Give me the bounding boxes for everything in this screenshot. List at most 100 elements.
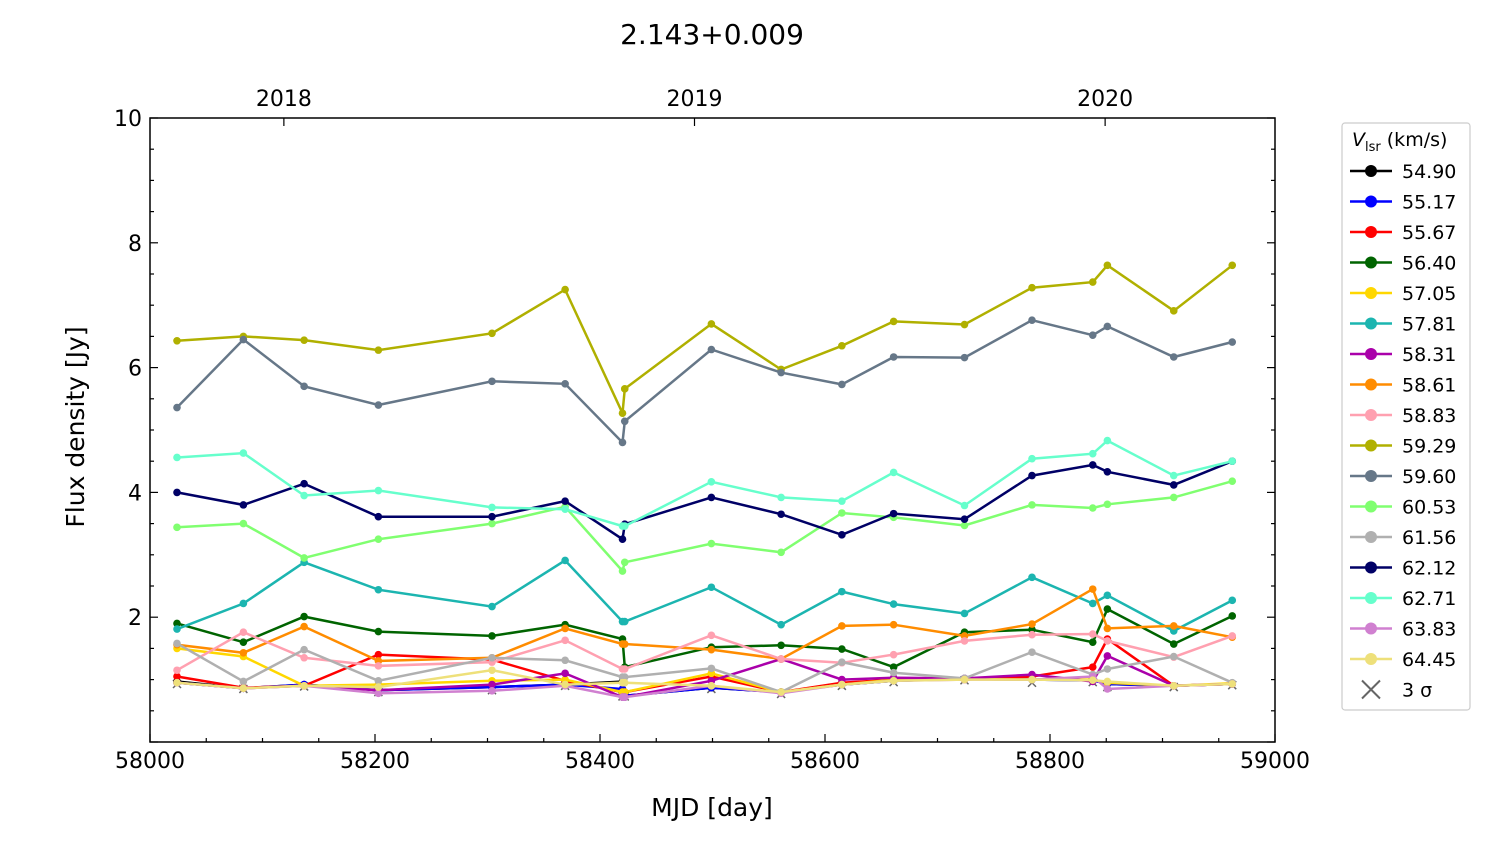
series-58.61 — [173, 585, 1237, 665]
legend-label: 61.56 — [1402, 527, 1456, 549]
data-point — [561, 285, 569, 294]
data-point — [707, 583, 716, 592]
data-point — [300, 554, 308, 562]
data-point — [1088, 504, 1097, 512]
legend-label: 59.29 — [1402, 436, 1456, 458]
data-point — [1103, 436, 1112, 445]
x-tick-label: 58600 — [790, 749, 860, 774]
data-point — [1103, 322, 1112, 331]
data-point — [173, 639, 181, 648]
data-point — [300, 645, 308, 654]
data-point — [1088, 599, 1097, 608]
data-point — [777, 688, 785, 696]
legend-label: 64.45 — [1402, 649, 1456, 671]
data-point — [838, 531, 846, 539]
data-point — [1103, 652, 1112, 660]
data-point — [1228, 477, 1237, 485]
legend-marker — [1365, 439, 1377, 452]
legend: Vlsr (km/s) 54.90 55.17 55.67 56.40 57.05 57.8… — [1341, 122, 1471, 711]
data-point — [374, 650, 383, 659]
data-point — [889, 317, 898, 326]
legend-three-sigma-marker — [1361, 679, 1381, 700]
data-point — [1028, 675, 1036, 684]
data-point — [618, 535, 627, 543]
data-point — [300, 622, 308, 631]
data-point — [889, 663, 898, 671]
series-60.53 — [173, 477, 1237, 575]
data-point — [561, 669, 569, 678]
data-point — [1228, 612, 1237, 620]
data-point — [561, 624, 569, 633]
data-point — [960, 353, 969, 362]
data-point — [1228, 596, 1237, 605]
data-point — [239, 519, 248, 528]
data-point — [488, 632, 496, 640]
data-point — [889, 668, 898, 677]
legend-marker — [1365, 409, 1377, 421]
data-point — [620, 558, 629, 567]
legend-label: 56.40 — [1402, 253, 1456, 275]
data-point — [889, 468, 898, 477]
x-tick-label: 58400 — [565, 749, 635, 774]
data-point — [960, 320, 969, 329]
data-point — [1088, 663, 1097, 671]
data-point — [1088, 461, 1097, 469]
legend-label: 58.61 — [1402, 375, 1456, 397]
series-line — [176, 637, 1233, 694]
data-point — [777, 368, 785, 377]
data-point — [620, 522, 629, 530]
data-point — [488, 666, 496, 675]
data-point — [488, 377, 496, 386]
data-point — [374, 486, 383, 495]
data-point — [1028, 501, 1036, 509]
data-point — [1028, 648, 1036, 656]
legend-title: Vlsr (km/s) — [1352, 129, 1447, 155]
legend-label: 57.81 — [1402, 314, 1456, 336]
data-point — [889, 509, 898, 518]
series-line — [176, 460, 1233, 542]
chart-title: 2.143+0.009 — [620, 18, 804, 51]
x-tick-label: 59000 — [1240, 749, 1310, 774]
data-point — [1028, 630, 1036, 639]
data-point — [561, 380, 569, 388]
data-point — [707, 664, 716, 673]
data-point — [374, 689, 383, 698]
legend-label: 59.60 — [1402, 466, 1456, 488]
x-tick-label: 58800 — [1015, 749, 1085, 774]
data-point — [300, 479, 308, 488]
plot-area — [172, 261, 1237, 701]
data-point — [1103, 468, 1112, 476]
legend-three-sigma-label: 3 σ — [1402, 680, 1432, 702]
legend-label: 63.83 — [1402, 619, 1456, 641]
data-point — [173, 666, 181, 675]
data-point — [838, 497, 846, 505]
data-point — [1169, 493, 1178, 502]
data-point — [1103, 637, 1112, 645]
data-point — [488, 680, 496, 689]
data-point — [488, 602, 496, 611]
data-point — [620, 640, 629, 648]
data-point — [777, 655, 785, 663]
data-point — [707, 645, 716, 654]
series-58.83 — [173, 628, 1237, 675]
data-point — [707, 345, 716, 354]
data-point — [1028, 316, 1036, 324]
data-point — [777, 510, 785, 519]
data-point — [889, 677, 898, 685]
data-point — [1103, 677, 1112, 686]
data-point — [1169, 353, 1178, 361]
legend-marker — [1365, 378, 1377, 391]
data-point — [173, 488, 181, 497]
data-point — [1103, 261, 1112, 270]
data-point — [1088, 278, 1097, 286]
legend-marker — [1365, 653, 1377, 665]
data-point — [488, 329, 496, 338]
data-point — [618, 567, 627, 575]
data-point — [707, 320, 716, 328]
data-point — [960, 515, 969, 524]
data-point — [239, 599, 248, 608]
data-point — [488, 519, 496, 528]
data-point — [374, 346, 383, 354]
data-point — [1103, 624, 1112, 633]
data-point — [1028, 573, 1036, 582]
